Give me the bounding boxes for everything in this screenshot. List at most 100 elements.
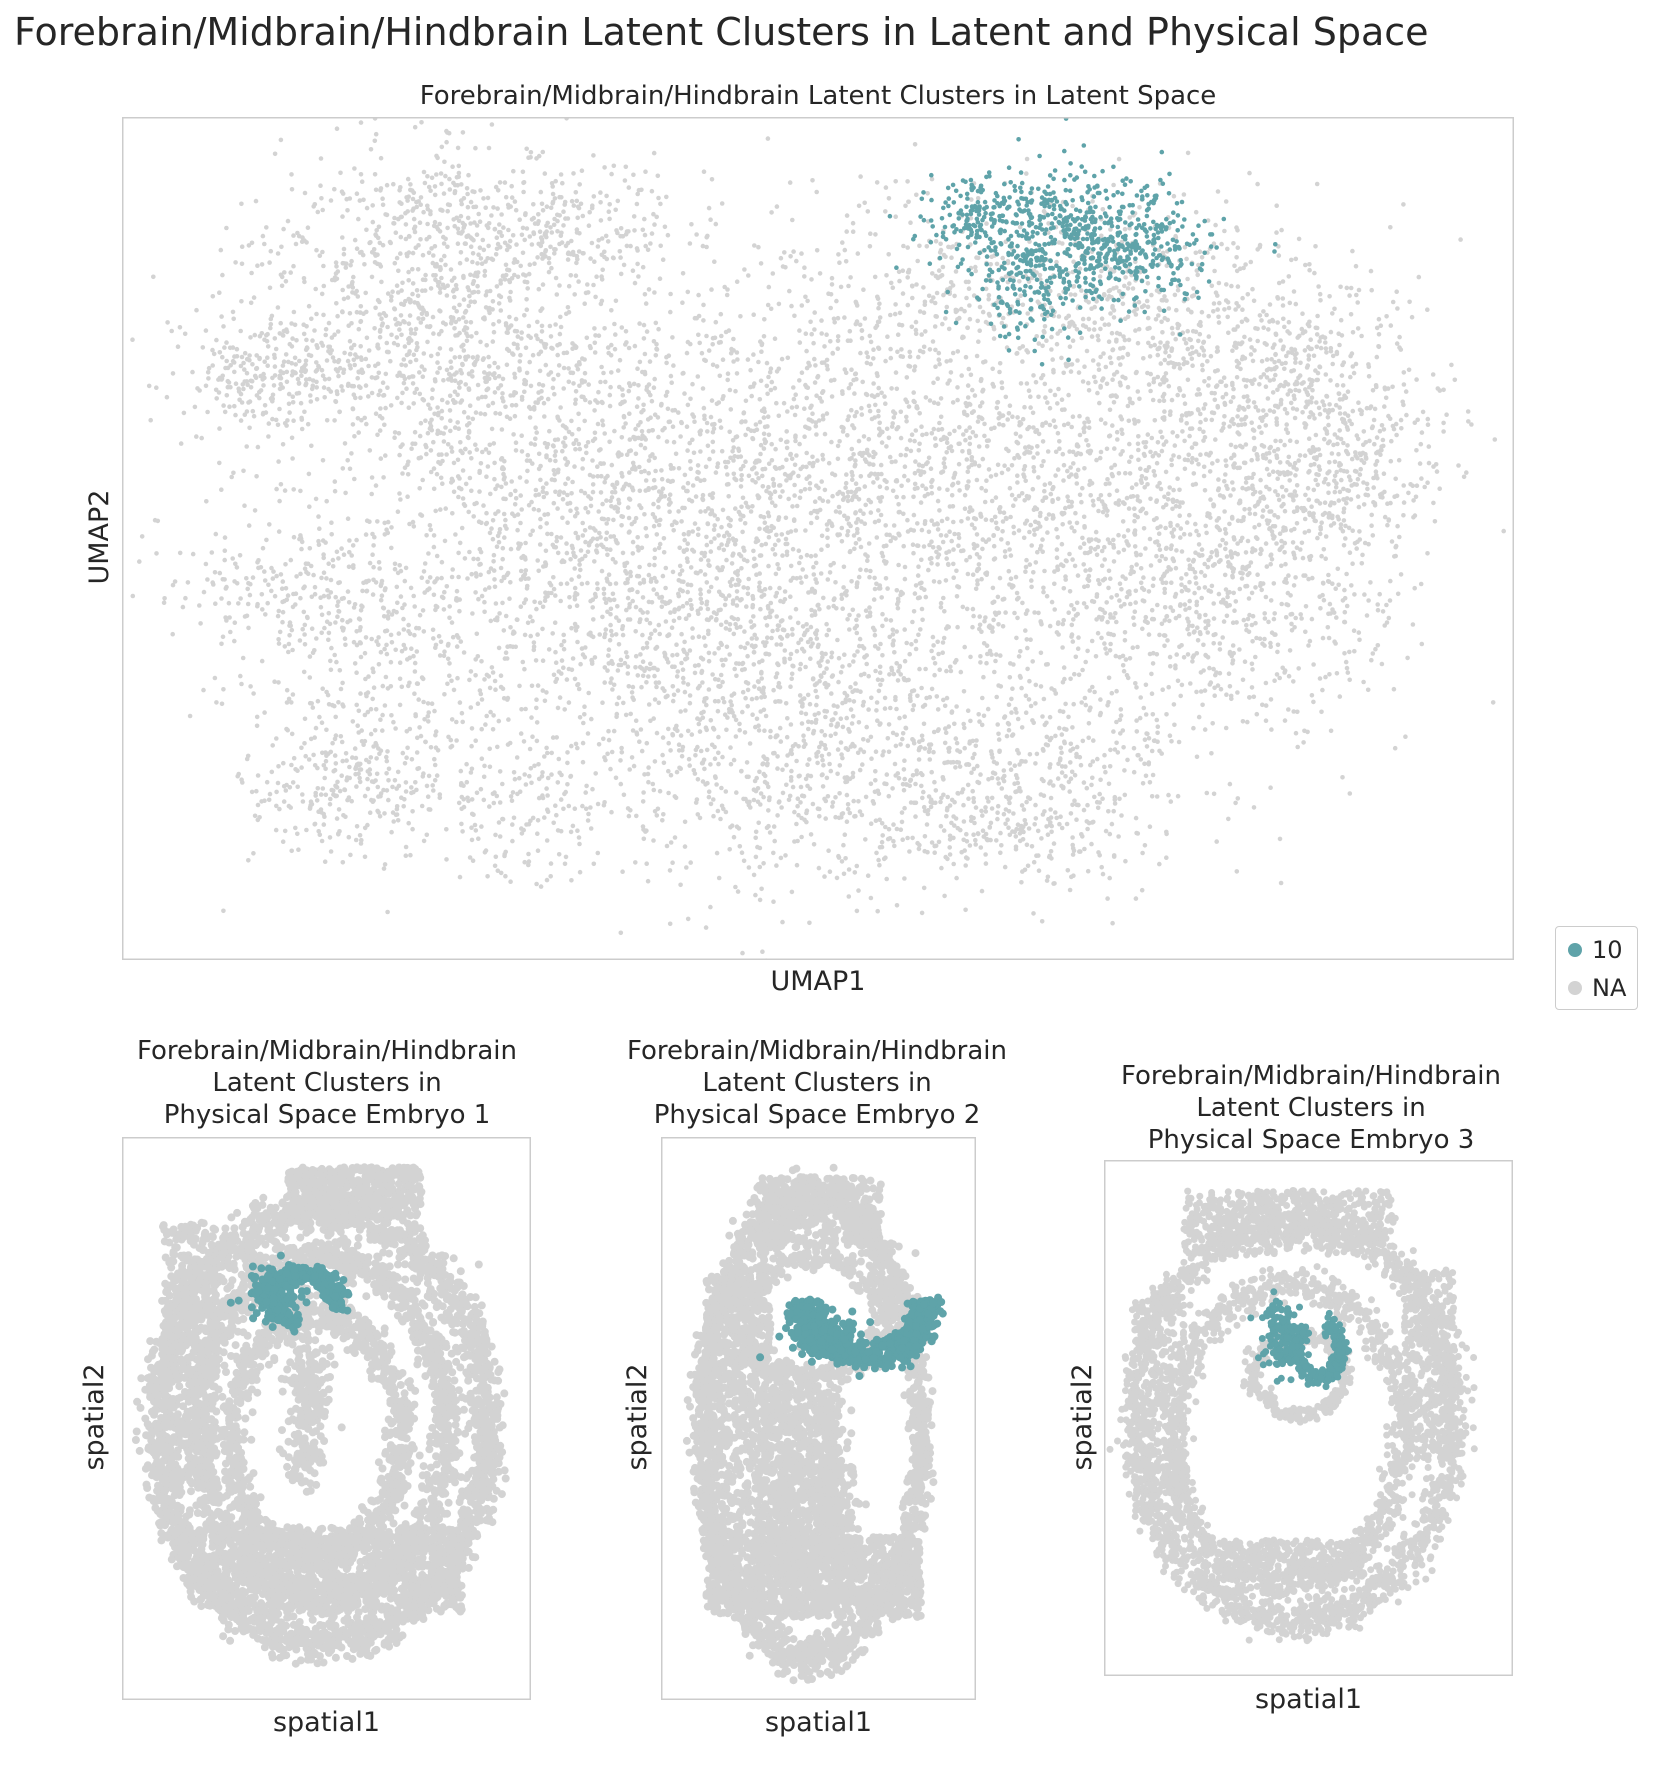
- umap-na-point: [1072, 563, 1078, 569]
- umap-na-point: [1057, 446, 1062, 452]
- umap-na-point: [903, 452, 908, 458]
- umap-na-point: [165, 320, 170, 325]
- umap-na-point: [1449, 362, 1454, 368]
- umap-na-point: [467, 403, 473, 409]
- umap-na-point: [802, 487, 808, 492]
- umap-na-point: [491, 441, 497, 446]
- umap-na-point: [585, 510, 591, 515]
- umap-na-point: [585, 290, 591, 295]
- umap-na-point: [883, 185, 889, 190]
- umap-na-point: [931, 380, 936, 386]
- umap-na-point: [632, 343, 638, 349]
- umap-na-point: [970, 387, 975, 393]
- umap-na-point: [220, 354, 225, 360]
- umap-na-point: [520, 169, 526, 175]
- umap-na-point: [934, 549, 939, 555]
- umap-na-point: [278, 369, 283, 374]
- umap-na-point: [1001, 422, 1006, 428]
- umap-na-point: [1126, 506, 1132, 511]
- umap-na-point: [742, 267, 747, 272]
- umap-na-point: [477, 489, 482, 494]
- umap-na-point: [224, 393, 230, 398]
- umap-na-point: [501, 574, 507, 580]
- umap-na-point: [982, 421, 987, 427]
- umap-na-point: [895, 425, 901, 430]
- umap-na-point: [439, 452, 444, 457]
- umap-na-point: [879, 550, 885, 556]
- umap-na-point: [954, 704, 959, 709]
- umap-na-point: [800, 567, 805, 572]
- umap-na-point: [415, 300, 420, 306]
- umap-na-point: [205, 409, 210, 415]
- umap-na-point: [494, 284, 500, 289]
- umap-na-point: [623, 342, 628, 347]
- umap-na-point: [871, 381, 876, 386]
- umap-na-point: [984, 478, 989, 484]
- umap-na-point: [617, 357, 623, 363]
- umap-na-point: [247, 425, 252, 431]
- umap-na-point: [945, 381, 950, 386]
- umap-na-point: [708, 549, 714, 554]
- umap-na-point: [1430, 372, 1436, 377]
- umap-na-point: [205, 370, 211, 375]
- umap-na-point: [913, 583, 919, 588]
- umap-na-point: [345, 458, 350, 463]
- umap-na-point: [1016, 528, 1022, 533]
- umap-na-point: [789, 303, 794, 309]
- umap-na-point: [503, 404, 508, 410]
- umap-na-point: [439, 328, 444, 334]
- umap-na-point: [633, 515, 639, 521]
- umap-na-point: [524, 479, 529, 484]
- umap-na-point: [1071, 461, 1076, 466]
- umap-na-point: [561, 386, 566, 391]
- umap-na-point: [1209, 583, 1215, 589]
- umap-na-point: [902, 576, 908, 582]
- umap-na-point: [656, 545, 662, 551]
- umap-na-point: [420, 477, 426, 483]
- umap-na-point: [528, 614, 533, 619]
- umap-na-point: [252, 508, 258, 513]
- umap-na-point: [619, 514, 624, 519]
- umap-na-point: [522, 313, 527, 318]
- umap-na-point: [848, 275, 853, 280]
- umap-na-point: [1045, 530, 1050, 535]
- umap-na-point: [1134, 482, 1139, 487]
- umap-na-point: [946, 326, 952, 332]
- umap-na-point: [561, 440, 566, 445]
- umap-na-point: [576, 360, 582, 365]
- umap-na-point: [1296, 388, 1302, 394]
- umap-na-point: [707, 563, 712, 568]
- umap-na-point: [1401, 202, 1406, 207]
- umap-na-point: [798, 489, 804, 494]
- umap-na-point: [341, 296, 347, 302]
- umap-na-point: [764, 360, 770, 366]
- umap-na-point: [497, 222, 502, 227]
- umap-na-point: [518, 577, 524, 582]
- umap-na-point: [718, 339, 723, 345]
- umap-na-point: [1251, 471, 1256, 477]
- umap-na-point: [1033, 682, 1039, 688]
- umap-na-point: [531, 202, 536, 207]
- umap-na-point: [501, 511, 507, 517]
- umap-na-point: [290, 456, 295, 461]
- umap-na-point: [476, 289, 481, 295]
- umap-na-point: [468, 244, 474, 249]
- umap-na-point: [448, 347, 454, 352]
- umap-na-point: [442, 589, 447, 595]
- umap-na-point: [609, 462, 615, 468]
- umap-na-point: [656, 326, 661, 332]
- umap-na-point: [197, 388, 202, 393]
- umap-na-point: [272, 373, 278, 378]
- umap-na-point: [820, 452, 825, 458]
- umap-na-point: [1293, 575, 1298, 580]
- umap-na-point: [1100, 578, 1106, 583]
- umap-na-point: [841, 425, 846, 431]
- umap-na-point: [1355, 326, 1361, 331]
- umap-na-point: [607, 392, 613, 398]
- umap-na-point: [416, 316, 421, 321]
- umap-na-point: [895, 678, 901, 683]
- umap-na-point: [1041, 585, 1046, 591]
- umap-na-point: [911, 398, 916, 404]
- umap-na-point: [1119, 587, 1124, 592]
- umap-na-point: [820, 457, 826, 462]
